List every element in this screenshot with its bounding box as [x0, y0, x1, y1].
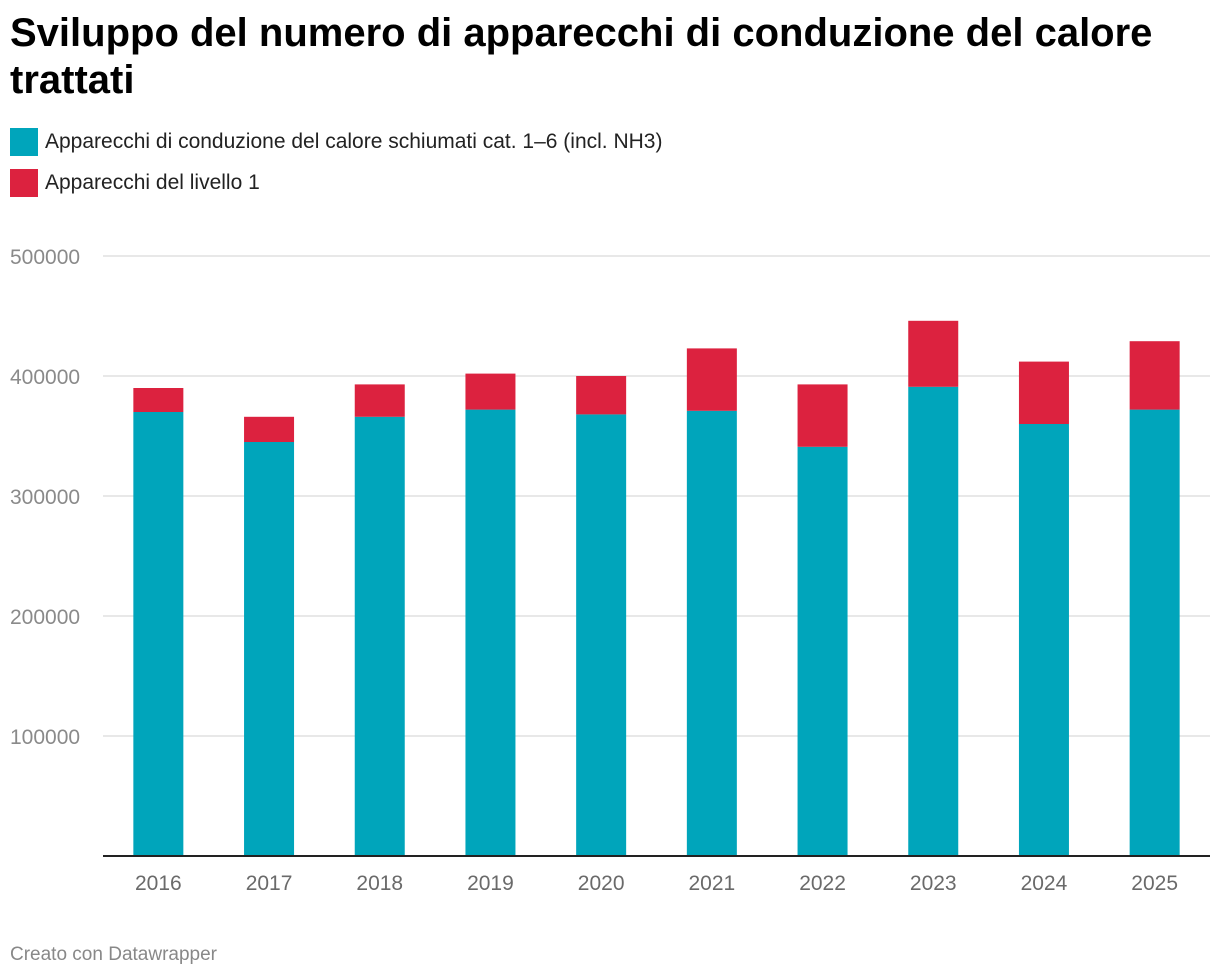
legend-swatch-series2 [10, 169, 38, 197]
bar-series1-2025 [1129, 409, 1180, 856]
bar-series1-2020 [576, 414, 627, 856]
y-tick-label: 300000 [10, 486, 80, 509]
legend: Apparecchi di conduzione del calore schi… [10, 128, 662, 210]
x-tick-label: 2025 [1131, 872, 1178, 895]
legend-item-series2: Apparecchi del livello 1 [10, 169, 662, 197]
y-tick-label: 200000 [10, 606, 80, 629]
bar-series2-2025 [1129, 341, 1180, 410]
bar-series2-2018 [354, 384, 405, 417]
footer-credit: Creato con Datawrapper [10, 944, 217, 965]
legend-label-series2: Apparecchi del livello 1 [45, 171, 260, 194]
x-tick-label: 2016 [135, 872, 182, 895]
bar-series2-2024 [1018, 361, 1069, 424]
legend-item-series1: Apparecchi di conduzione del calore schi… [10, 128, 662, 156]
bar-series2-2021 [686, 348, 737, 411]
bar-series1-2018 [354, 416, 405, 856]
bar-series2-2023 [908, 320, 959, 387]
x-tick-label: 2021 [688, 872, 735, 895]
legend-swatch-series1 [10, 128, 38, 156]
bar-series2-2017 [244, 416, 295, 442]
bar-series1-2021 [686, 410, 737, 856]
bar-series2-2019 [465, 373, 516, 410]
stacked-bar-chart: 100000 200000 300000 400000 500000 2016 2017 20… [10, 246, 1210, 895]
x-tick-label: 2018 [356, 872, 403, 895]
bar-series2-2022 [797, 384, 848, 447]
bar-series2-2020 [576, 376, 627, 415]
legend-label-series1: Apparecchi di conduzione del calore schi… [45, 130, 663, 153]
bar-series1-2017 [244, 442, 295, 856]
y-tick-label: 400000 [10, 366, 80, 389]
bar-series1-2022 [797, 446, 848, 856]
x-tick-label: 2022 [799, 872, 846, 895]
bar-series1-2023 [908, 386, 959, 856]
bar-series2-2016 [133, 388, 184, 412]
x-tick-label: 2024 [1021, 872, 1068, 895]
x-tick-label: 2019 [467, 872, 514, 895]
bar-series1-2016 [133, 412, 184, 856]
x-tick-label: 2023 [910, 872, 957, 895]
y-tick-label: 500000 [10, 246, 80, 269]
bar-series1-2024 [1018, 424, 1069, 856]
x-tick-label: 2017 [246, 872, 293, 895]
x-tick-label: 2020 [578, 872, 625, 895]
bar-series1-2019 [465, 409, 516, 856]
y-tick-label: 100000 [10, 726, 80, 749]
chart-title: Sviluppo del numero di apparecchi di con… [10, 11, 1153, 102]
